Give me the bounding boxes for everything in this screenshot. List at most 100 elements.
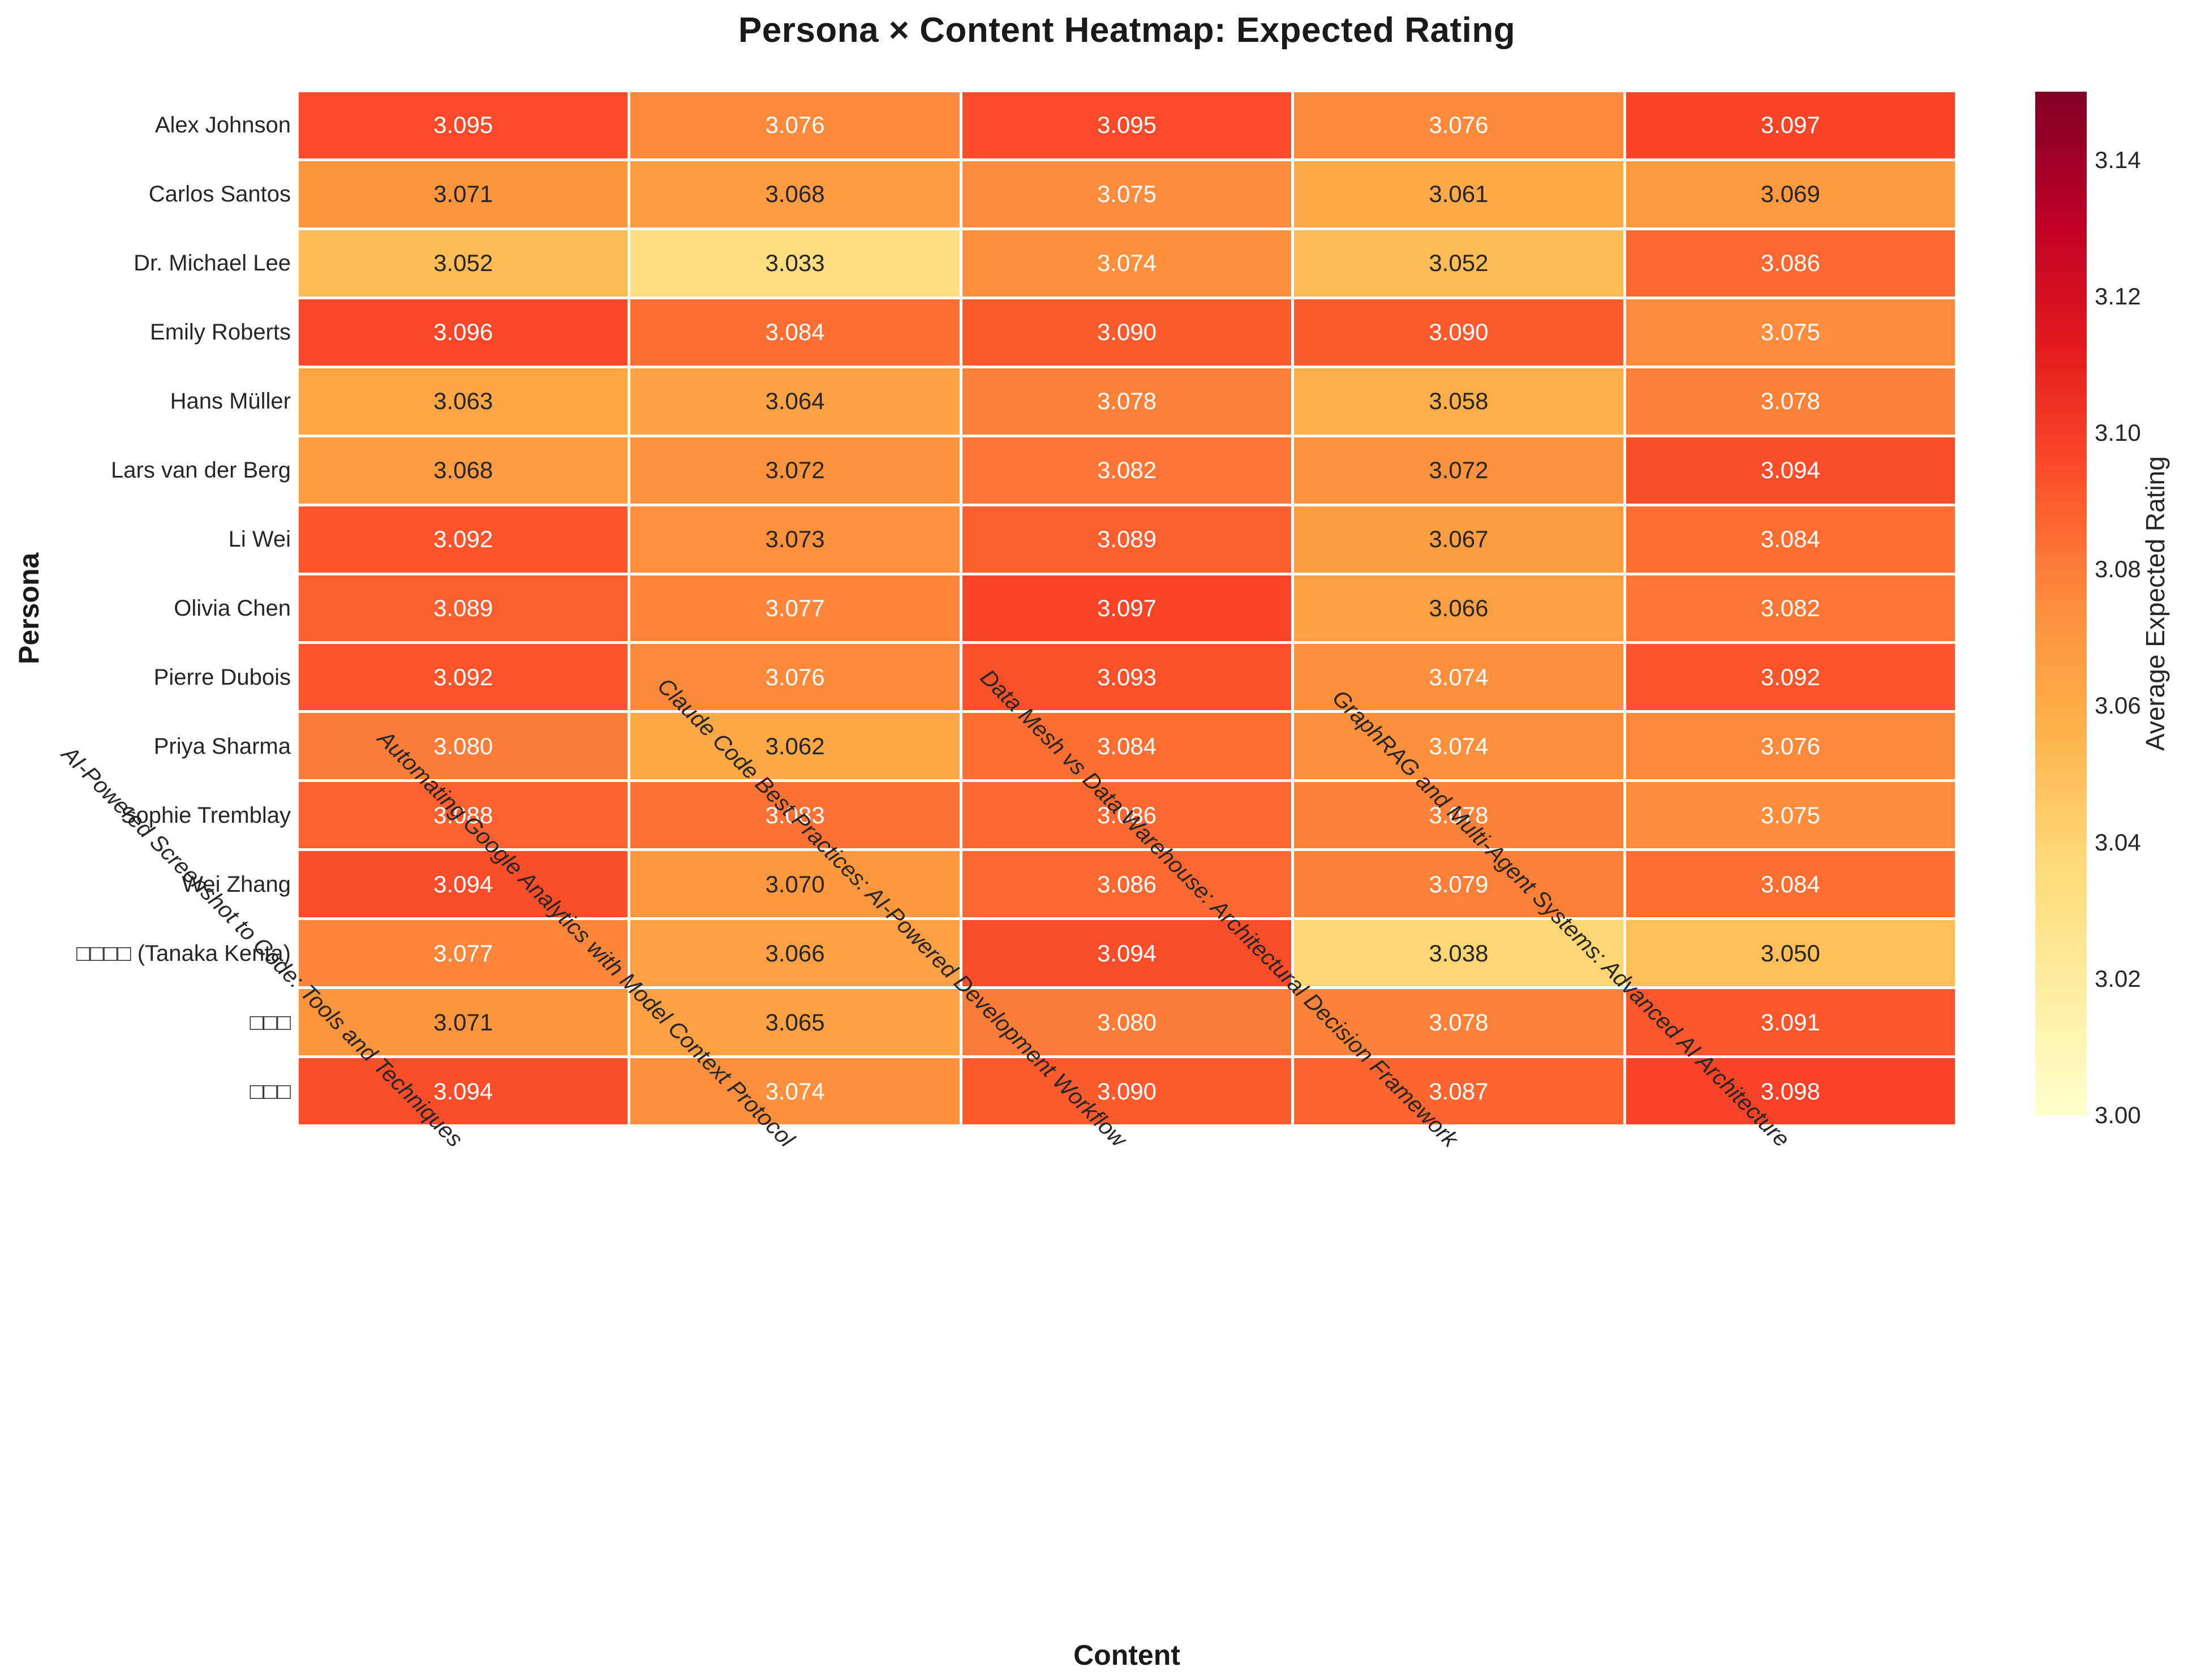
heatmap-cell: 3.050	[1626, 920, 1955, 987]
heatmap-cell: 3.062	[630, 713, 960, 780]
heatmap-cell: 3.092	[299, 644, 628, 711]
heatmap-cell: 3.074	[962, 230, 1292, 297]
colorbar-gradient	[2035, 92, 2087, 1115]
heatmap-cell: 3.078	[962, 368, 1292, 435]
heatmap-grid: 3.095 3.076 3.095 3.076 3.097 3.071 3.068 3.075…	[299, 92, 1955, 1124]
heatmap-cell: 3.068	[299, 437, 628, 504]
heatmap-cell: 3.090	[962, 1058, 1292, 1124]
heatmap-cell: 3.084	[962, 713, 1292, 780]
heatmap-cell: 3.052	[299, 230, 628, 297]
heatmap-cell: 3.070	[630, 851, 960, 918]
heatmap-cell: 3.058	[1294, 368, 1623, 435]
heatmap-cell: 3.073	[630, 506, 960, 573]
heatmap-cell: 3.094	[962, 920, 1292, 987]
heatmap-cell: 3.082	[1626, 575, 1955, 642]
heatmap-cell: 3.089	[962, 506, 1292, 573]
heatmap-cell: 3.075	[962, 161, 1292, 227]
colorbar-tick-label: 3.00	[2095, 1102, 2141, 1128]
heatmap-cell: 3.094	[1626, 437, 1955, 504]
heatmap-cell: 3.072	[630, 437, 960, 504]
y-tick-label: □□□	[250, 1009, 291, 1035]
heatmap-cell: 3.071	[299, 989, 628, 1056]
heatmap-cell: 3.061	[1294, 161, 1623, 227]
heatmap-cell: 3.096	[299, 299, 628, 366]
heatmap-cell: 3.080	[299, 713, 628, 780]
heatmap-cell: 3.065	[630, 989, 960, 1056]
heatmap-cell: 3.094	[299, 1058, 628, 1124]
heatmap-cell: 3.089	[299, 575, 628, 642]
heatmap-cell: 3.075	[1626, 782, 1955, 849]
heatmap-cell: 3.078	[1294, 782, 1623, 849]
y-tick-label: Sophie Tremblay	[121, 802, 291, 828]
y-tick-label: Wei Zhang	[182, 871, 291, 897]
heatmap-cell: 3.092	[1626, 644, 1955, 711]
y-tick-label: Carlos Santos	[148, 182, 291, 207]
heatmap-cell: 3.071	[299, 161, 628, 227]
heatmap-cell: 3.090	[1294, 299, 1623, 366]
y-tick-label: Dr. Michael Lee	[134, 251, 291, 276]
heatmap-cell: 3.077	[299, 920, 628, 987]
heatmap-cell: 3.063	[299, 368, 628, 435]
colorbar-tick-label: 3.06	[2095, 692, 2141, 719]
heatmap-cell: 3.084	[630, 299, 960, 366]
heatmap-cell: 3.069	[1626, 161, 1955, 227]
heatmap-cell: 3.079	[1294, 851, 1623, 918]
heatmap-cell: 3.092	[299, 506, 628, 573]
heatmap-cell: 3.097	[962, 575, 1292, 642]
y-tick-label: □□□	[250, 1079, 291, 1104]
heatmap-cell: 3.074	[1294, 644, 1623, 711]
x-axis-title: Content	[1073, 1639, 1180, 1671]
heatmap-cell: 3.084	[1626, 506, 1955, 573]
heatmap-cell: 3.077	[630, 575, 960, 642]
heatmap-cell: 3.078	[1294, 989, 1623, 1056]
heatmap-cell: 3.052	[1294, 230, 1623, 297]
heatmap-cell: 3.097	[1626, 92, 1955, 158]
heatmap-cell: 3.075	[1626, 299, 1955, 366]
y-tick-label: Olivia Chen	[174, 596, 291, 621]
colorbar-tick-label: 3.02	[2095, 965, 2141, 992]
y-tick-label: □□□□ (Tanaka Kenta)	[76, 940, 291, 966]
heatmap-cell: 3.095	[962, 92, 1292, 158]
heatmap-cell: 3.066	[1294, 575, 1623, 642]
colorbar-tick-label: 3.12	[2095, 282, 2141, 310]
heatmap-cell: 3.086	[962, 782, 1292, 849]
chart-title: Persona × Content Heatmap: Expected Rati…	[738, 11, 1516, 50]
heatmap-cell: 3.088	[299, 782, 628, 849]
colorbar-tick-label: 3.14	[2095, 146, 2141, 173]
y-tick-label: Pierre Dubois	[153, 664, 291, 690]
heatmap-cell: 3.033	[630, 230, 960, 297]
heatmap-cell: 3.082	[962, 437, 1292, 504]
heatmap-cell: 3.072	[1294, 437, 1623, 504]
heatmap-cell: 3.086	[962, 851, 1292, 918]
heatmap-cell: 3.076	[630, 92, 960, 158]
heatmap-cell: 3.083	[630, 782, 960, 849]
heatmap-cell: 3.074	[630, 1058, 960, 1124]
heatmap-cell: 3.038	[1294, 920, 1623, 987]
heatmap-cell: 3.074	[1294, 713, 1623, 780]
colorbar-tick-label: 3.10	[2095, 419, 2141, 446]
heatmap-cell: 3.087	[1294, 1058, 1623, 1124]
colorbar-tick-label: 3.04	[2095, 828, 2141, 856]
y-tick-label: Emily Roberts	[150, 320, 291, 345]
heatmap-cell: 3.090	[962, 299, 1292, 366]
y-tick-label: Hans Müller	[170, 389, 291, 414]
heatmap-cell: 3.076	[1626, 713, 1955, 780]
heatmap-cell: 3.064	[630, 368, 960, 435]
heatmap-cell: 3.076	[1294, 92, 1623, 158]
heatmap-cell: 3.094	[299, 851, 628, 918]
heatmap-cell: 3.080	[962, 989, 1292, 1056]
heatmap-cell: 3.066	[630, 920, 960, 987]
y-tick-label: Alex Johnson	[154, 113, 291, 138]
colorbar-label: Average Expected Rating	[2140, 456, 2170, 751]
y-tick-label: Li Wei	[228, 527, 291, 552]
heatmap-cell: 3.076	[630, 644, 960, 711]
heatmap-cell: 3.067	[1294, 506, 1623, 573]
colorbar-tick-label: 3.08	[2095, 556, 2141, 583]
heatmap-cell: 3.068	[630, 161, 960, 227]
y-tick-label: Lars van der Berg	[111, 458, 291, 483]
heatmap-cell: 3.086	[1626, 230, 1955, 297]
heatmap-cell: 3.098	[1626, 1058, 1955, 1124]
heatmap-cell: 3.093	[962, 644, 1292, 711]
y-tick-label: Priya Sharma	[153, 733, 291, 759]
